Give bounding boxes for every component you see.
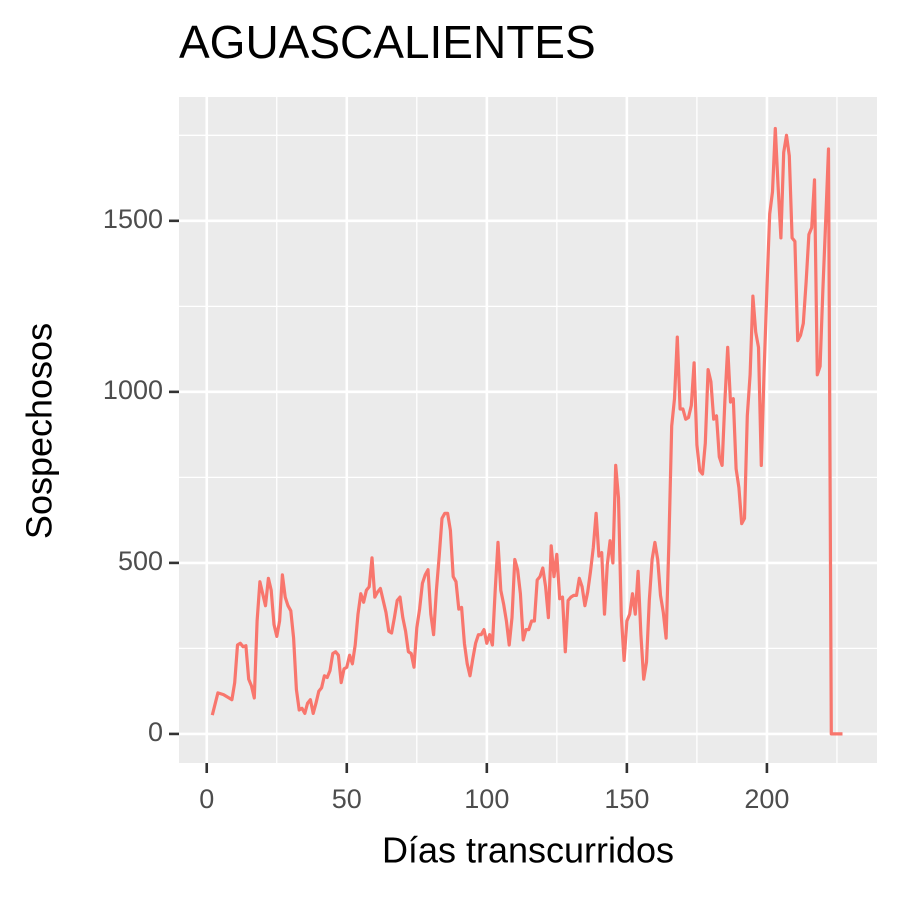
- y-tick-label: 1000: [103, 375, 163, 405]
- data-line: [210, 126, 843, 736]
- x-tick-label: 150: [604, 784, 649, 814]
- y-tick-label: 0: [148, 717, 163, 747]
- x-tick-label: 100: [464, 784, 509, 814]
- y-tick-label: 1500: [103, 204, 163, 234]
- y-axis-label: Sospechosos: [19, 323, 60, 539]
- x-axis-label: Días transcurridos: [382, 830, 674, 871]
- y-tick-label: 500: [118, 546, 163, 576]
- x-tick-label: 50: [332, 784, 362, 814]
- chart-title: AGUASCALIENTES: [179, 16, 596, 68]
- x-tick-label: 200: [744, 784, 789, 814]
- x-tick-label: 0: [199, 784, 214, 814]
